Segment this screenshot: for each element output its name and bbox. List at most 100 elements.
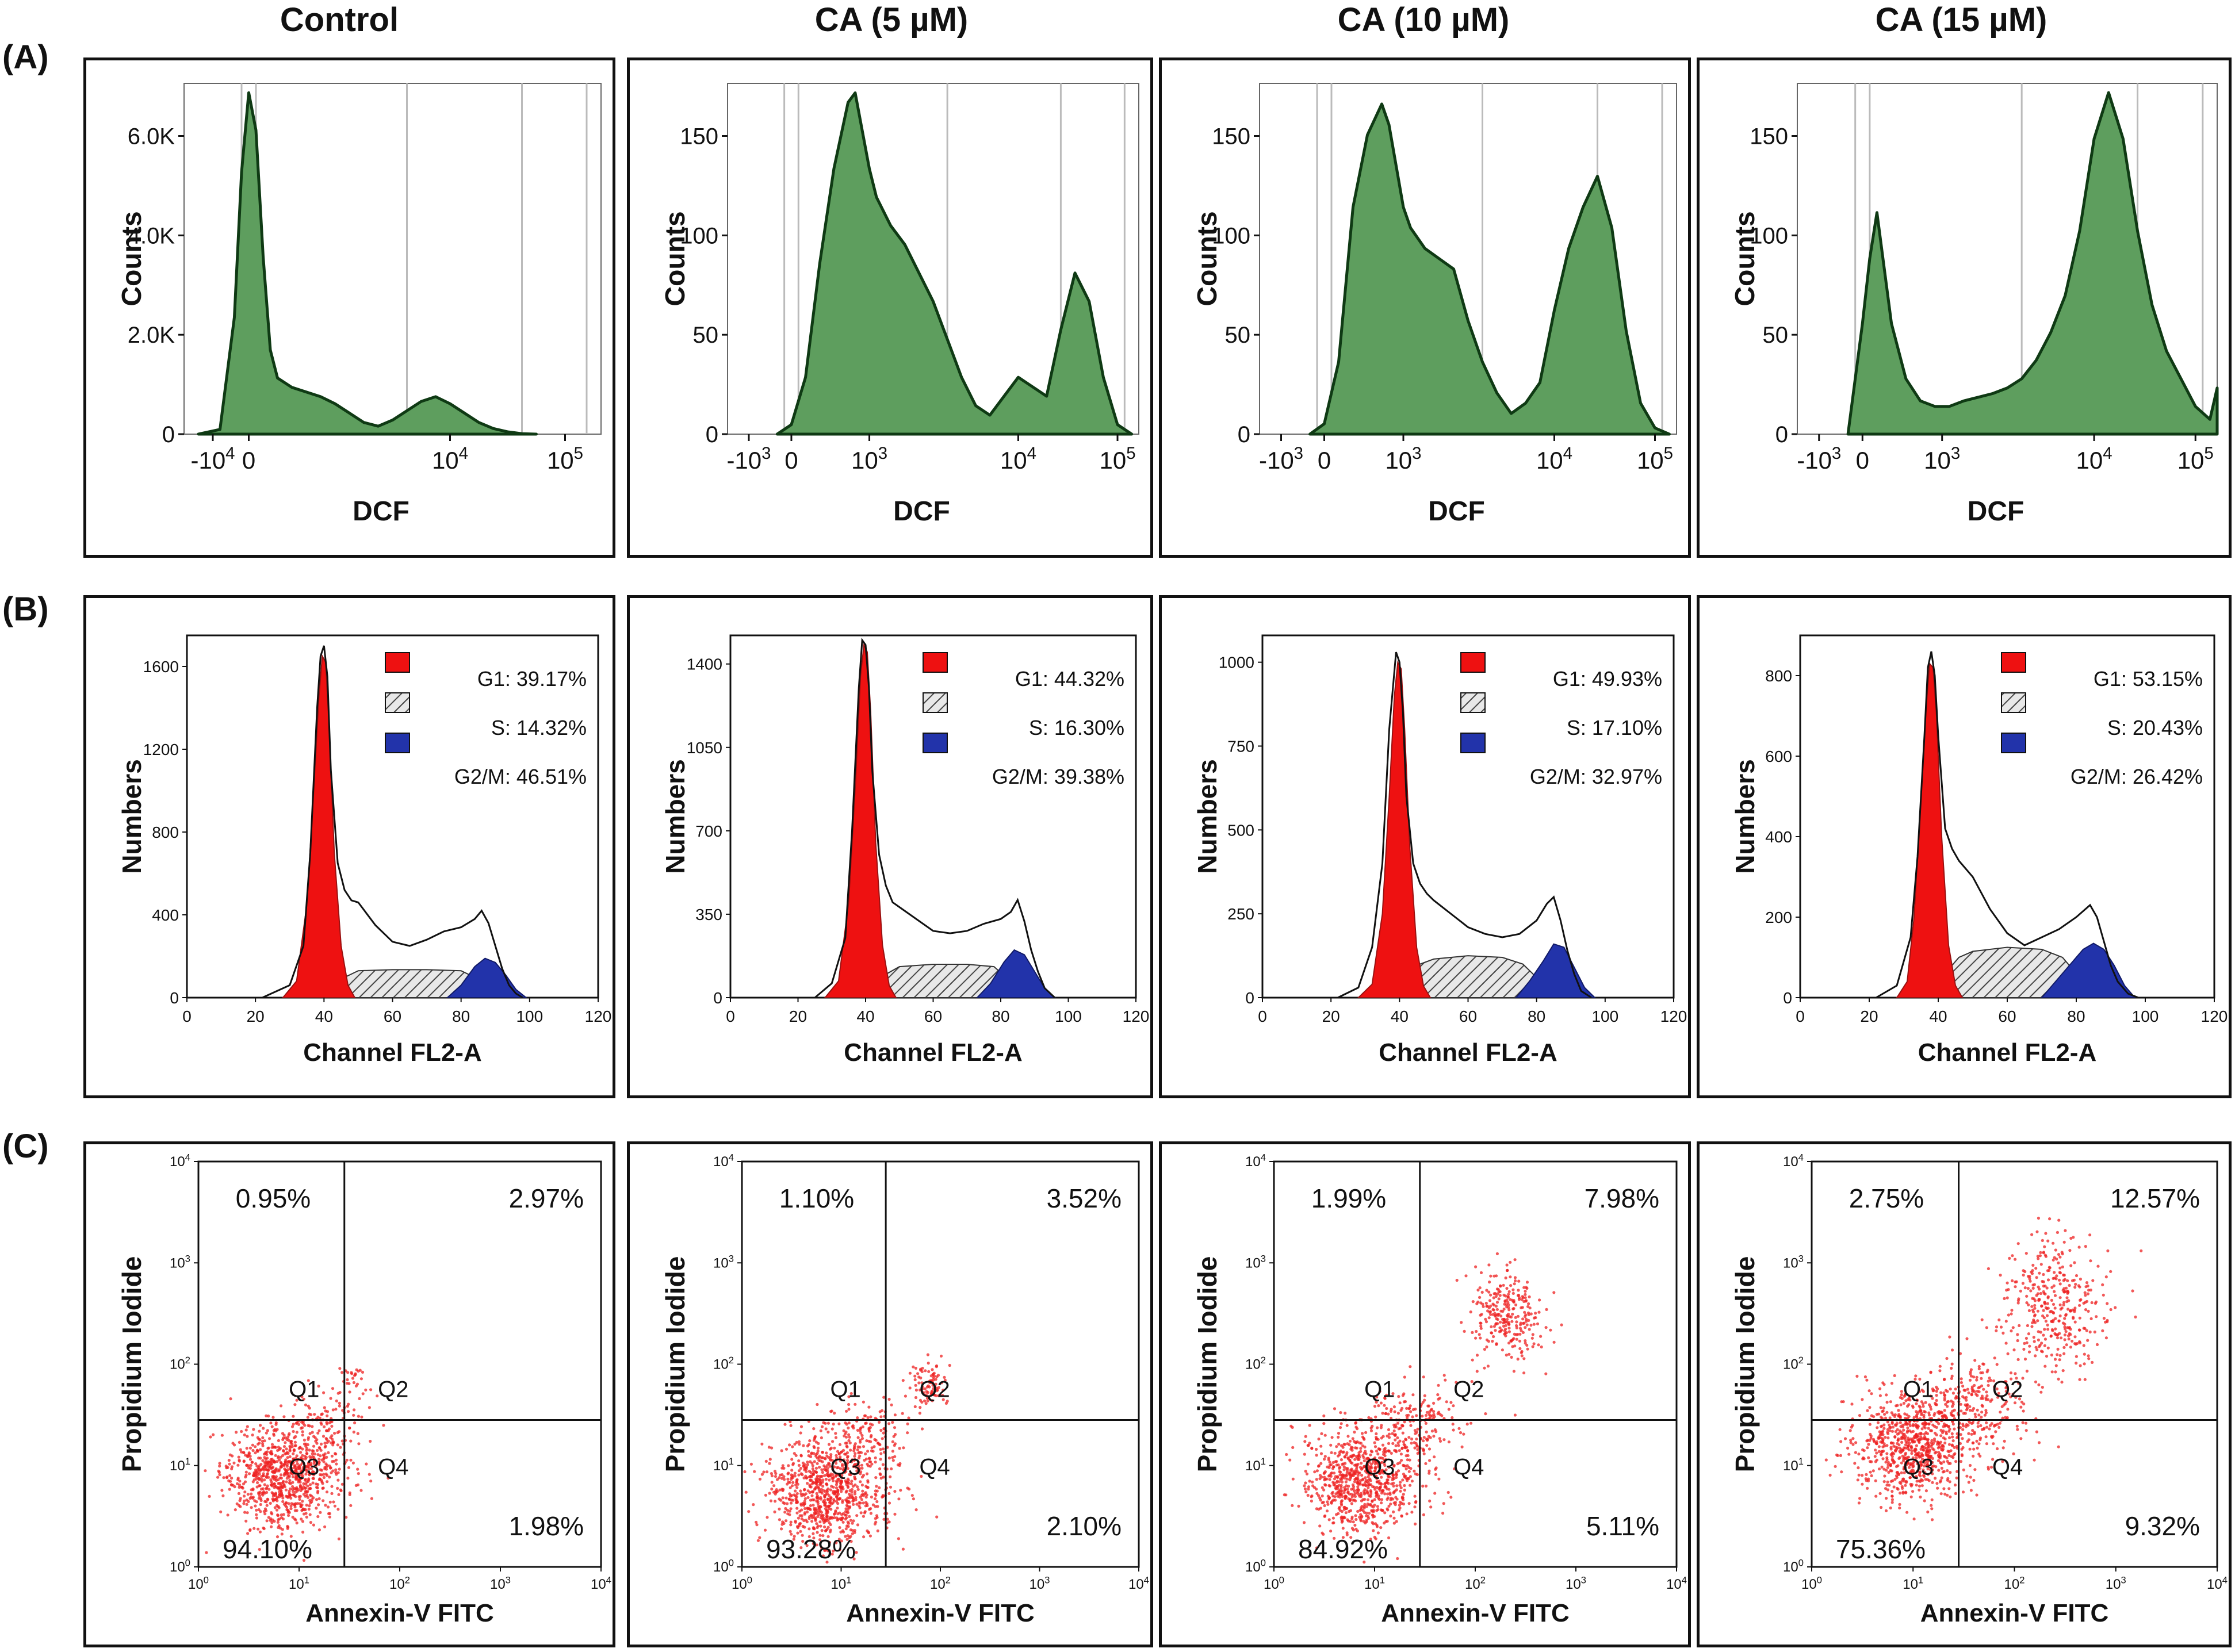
- column-title-ca-15: CA (15 µM): [1875, 1, 2048, 39]
- c-ca-10-scatter-point: [1380, 1461, 1384, 1464]
- c-ca-10-scatter-point: [1436, 1393, 1440, 1397]
- c-control-scatter-point: [328, 1475, 331, 1479]
- c-ca-5-scatter-point: [805, 1510, 809, 1514]
- c-ca-5-scatter-point: [906, 1422, 909, 1425]
- c-ca-15-scatter-point: [1981, 1371, 1984, 1374]
- c-control-scatter-point: [334, 1408, 338, 1411]
- c-ca-5-scatter-point: [798, 1521, 802, 1525]
- c-control-scatter-point: [325, 1421, 328, 1424]
- c-ca-10-scatter-point: [1407, 1436, 1411, 1439]
- c-ca-10-scatter-point: [1340, 1444, 1344, 1447]
- c-ca-10-scatter-point: [1526, 1347, 1529, 1351]
- c-ca-15-scatter-point: [1985, 1394, 1989, 1398]
- c-ca-15-scatter-point: [1984, 1435, 1988, 1439]
- c-control-scatter-point: [333, 1432, 336, 1435]
- c-ca-5-scatter-point: [786, 1472, 790, 1475]
- b-control-ytick-label-3: 1200: [143, 741, 179, 758]
- c-ca-15-scatter-point: [1993, 1424, 1996, 1427]
- c-ca-10-scatter-point: [1333, 1484, 1337, 1487]
- c-ca-10-scatter-point: [1414, 1501, 1418, 1504]
- c-control-scatter-point: [269, 1467, 273, 1470]
- c-ca-5-scatter-point: [882, 1517, 886, 1521]
- a-control-histogram-area: [197, 91, 538, 436]
- c-ca-10-scatter-point: [1364, 1476, 1367, 1479]
- c-ca-15-scatter-point: [1906, 1426, 1909, 1429]
- c-control-ytick-label-3: 103: [170, 1254, 190, 1271]
- c-ca-5-scatter-point: [862, 1494, 866, 1497]
- c-ca-5-scatter-point: [919, 1376, 923, 1379]
- c-ca-10-scatter-point: [1515, 1326, 1518, 1329]
- c-ca-10-scatter-point: [1505, 1354, 1508, 1357]
- c-ca-10-scatter-point: [1475, 1302, 1479, 1305]
- c-ca-15-scatter-point: [2034, 1346, 2038, 1349]
- c-ca-5-scatter-point: [918, 1412, 921, 1415]
- c-ca-5-scatter-point: [827, 1494, 831, 1497]
- c-ca-15-scatter-point: [2016, 1358, 2020, 1361]
- c-ca-5-scatter-point: [812, 1481, 815, 1484]
- c-ca-15-scatter-point: [1893, 1435, 1897, 1439]
- c-ca-10-scatter-point: [1386, 1478, 1389, 1482]
- c-ca-5-scatter-point: [878, 1472, 882, 1475]
- c-ca-10-scatter-point: [1522, 1371, 1526, 1375]
- c-ca-15-scatter-point: [1941, 1444, 1945, 1447]
- c-ca-10-scatter-point: [1520, 1329, 1523, 1332]
- c-ca-10-scatter-point: [1428, 1410, 1432, 1413]
- c-ca-15-scatter-point: [1939, 1454, 1942, 1458]
- c-control-scatter-point: [306, 1484, 309, 1488]
- c-ca-15-scatter-point: [1847, 1452, 1851, 1456]
- c-ca-15-scatter-point: [1910, 1452, 1913, 1455]
- c-ca-10-scatter-point: [1391, 1442, 1395, 1445]
- c-ca-5-scatter-point: [808, 1485, 812, 1489]
- c-ca-5-scatter-point: [816, 1531, 819, 1534]
- c-ca-10-scatter-point: [1397, 1469, 1400, 1473]
- c-ca-5-quadrant-q1: Q1: [830, 1377, 860, 1402]
- c-ca-10-scatter-point: [1367, 1466, 1370, 1470]
- c-ca-15-scatter-point: [1884, 1509, 1888, 1512]
- c-ca-5-scatter-point: [940, 1381, 943, 1385]
- c-ca-15-scatter-point: [1901, 1454, 1904, 1458]
- c-control-xtick-label-2: 102: [389, 1574, 410, 1592]
- c-ca-5-scatter-point: [819, 1524, 822, 1528]
- c-ca-10-scatter-point: [1491, 1313, 1495, 1316]
- c-ca-15-scatter-point: [2089, 1317, 2093, 1320]
- c-ca-10-scatter-point: [1479, 1301, 1483, 1305]
- c-ca-15-scatter-point: [1896, 1442, 1899, 1445]
- c-ca-10-scatter-point: [1442, 1438, 1446, 1442]
- c-ca-10-scatter-point: [1331, 1521, 1335, 1525]
- c-ca-5-scatter-point: [766, 1516, 769, 1519]
- c-ca-10-scatter-point: [1474, 1265, 1478, 1268]
- c-control-scatter-point: [365, 1462, 368, 1466]
- c-control-scatter-point: [295, 1486, 298, 1489]
- c-control-scatter-point: [319, 1442, 323, 1446]
- c-ca-5-scatter-point: [820, 1546, 824, 1550]
- c-control-scatter-point: [327, 1451, 330, 1454]
- c-control-scatter-point: [270, 1512, 274, 1516]
- c-ca-5-scatter-point: [775, 1478, 779, 1481]
- b-control-xlabel: Channel FL2-A: [303, 1038, 481, 1067]
- c-ca-10-scatter-point: [1449, 1401, 1453, 1404]
- c-ca-10-scatter-point: [1538, 1298, 1541, 1302]
- c-control-scatter-point: [226, 1466, 229, 1469]
- b-ca-10-xtick-label-0: 0: [1258, 1007, 1267, 1025]
- c-ca-5-scatter-point: [797, 1516, 800, 1520]
- c-ca-5-scatter-point: [931, 1399, 934, 1402]
- c-ca-15-scatter-point: [1943, 1393, 1946, 1397]
- c-ca-10-scatter-point: [1521, 1317, 1525, 1321]
- b-control-ytick-label-0: 0: [170, 989, 179, 1007]
- c-ca-15-scatter-point: [1868, 1406, 1872, 1409]
- c-ca-15-scatter-point: [1915, 1484, 1918, 1487]
- c-ca-15-scatter-point: [1888, 1429, 1892, 1432]
- c-ca-15-scatter-point: [1890, 1455, 1894, 1458]
- c-ca-10-scatter-point: [1408, 1458, 1411, 1462]
- c-ca-15-scatter-point: [1914, 1475, 1918, 1479]
- c-ca-15-scatter-point: [2020, 1400, 2023, 1404]
- c-ca-10-scatter-point: [1365, 1471, 1369, 1474]
- c-ca-10-scatter-point: [1524, 1296, 1527, 1300]
- c-ca-10-scatter-point: [1406, 1458, 1409, 1462]
- c-ca-10-scatter-point: [1524, 1326, 1527, 1329]
- c-ca-10-scatter-point: [1320, 1475, 1323, 1479]
- c-ca-5-scatter-point: [846, 1508, 850, 1511]
- b-ca-10-ylabel: Numbers: [1192, 759, 1222, 873]
- c-ca-15-scatter-point: [1911, 1438, 1914, 1442]
